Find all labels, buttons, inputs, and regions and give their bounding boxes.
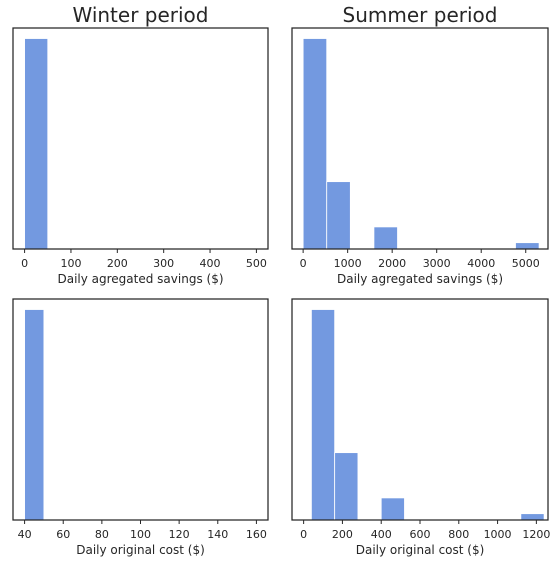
histogram-bar — [520, 513, 545, 521]
histogram-bar — [380, 497, 405, 521]
panel-title: Winter period — [72, 3, 208, 27]
axes-frame — [291, 27, 549, 250]
x-tick-label: 400 — [371, 528, 392, 541]
chart-panel-2: 0 1000 2000 3000 4000 5000 Daily agregated sav… — [291, 3, 549, 286]
x-tick-label: 0 — [21, 257, 28, 270]
histogram-bar — [24, 309, 45, 521]
x-tick-label: 2000 — [378, 257, 406, 270]
chart-panel-3: 40 60 80 100 120 140 160 Daily original cost ($… — [12, 298, 269, 557]
x-tick-label: 200 — [107, 257, 128, 270]
x-axis-label: Daily agregated savings ($) — [337, 272, 503, 286]
x-tick-label: 0 — [300, 257, 307, 270]
histogram-bar — [310, 309, 336, 521]
x-tick-label: 800 — [448, 528, 469, 541]
x-axis-label: Daily agregated savings ($) — [57, 272, 223, 286]
x-tick-label: 1000 — [484, 528, 512, 541]
x-tick-label: 120 — [169, 528, 190, 541]
chart-panel-1: 0 100 200 300 400 500 Daily agregated savings … — [12, 3, 269, 286]
x-tick-label: 4000 — [467, 257, 495, 270]
histogram-bar — [334, 452, 359, 521]
chart-panel-4: 0 200 400 600 800 1000 1200 Daily original cost… — [291, 298, 550, 557]
x-tick-label: 3000 — [423, 257, 451, 270]
x-axis-label: Daily original cost ($) — [356, 543, 485, 557]
x-tick-label: 80 — [95, 528, 109, 541]
x-tick-label: 1000 — [334, 257, 362, 270]
x-tick-label: 0 — [300, 528, 307, 541]
x-tick-label: 5000 — [512, 257, 540, 270]
x-tick-label: 600 — [410, 528, 431, 541]
x-tick-label: 100 — [130, 528, 151, 541]
x-tick-label: 1200 — [522, 528, 550, 541]
x-tick-label: 400 — [200, 257, 221, 270]
histogram-bar — [302, 38, 328, 250]
x-tick-label: 160 — [246, 528, 267, 541]
x-tick-label: 140 — [207, 528, 228, 541]
histogram-bar — [373, 226, 398, 250]
x-tick-label: 500 — [246, 257, 267, 270]
histogram-bar — [326, 181, 351, 250]
x-tick-label: 40 — [18, 528, 32, 541]
histogram-bar — [515, 242, 540, 250]
x-tick-label: 60 — [56, 528, 70, 541]
axes-frame — [12, 27, 269, 250]
x-tick-label: 200 — [332, 528, 353, 541]
histogram-bar — [24, 38, 49, 250]
x-tick-label: 300 — [153, 257, 174, 270]
x-tick-label: 100 — [60, 257, 81, 270]
x-axis-label: Daily original cost ($) — [76, 543, 205, 557]
axes-frame — [12, 298, 269, 521]
panel-title: Summer period — [343, 3, 498, 27]
